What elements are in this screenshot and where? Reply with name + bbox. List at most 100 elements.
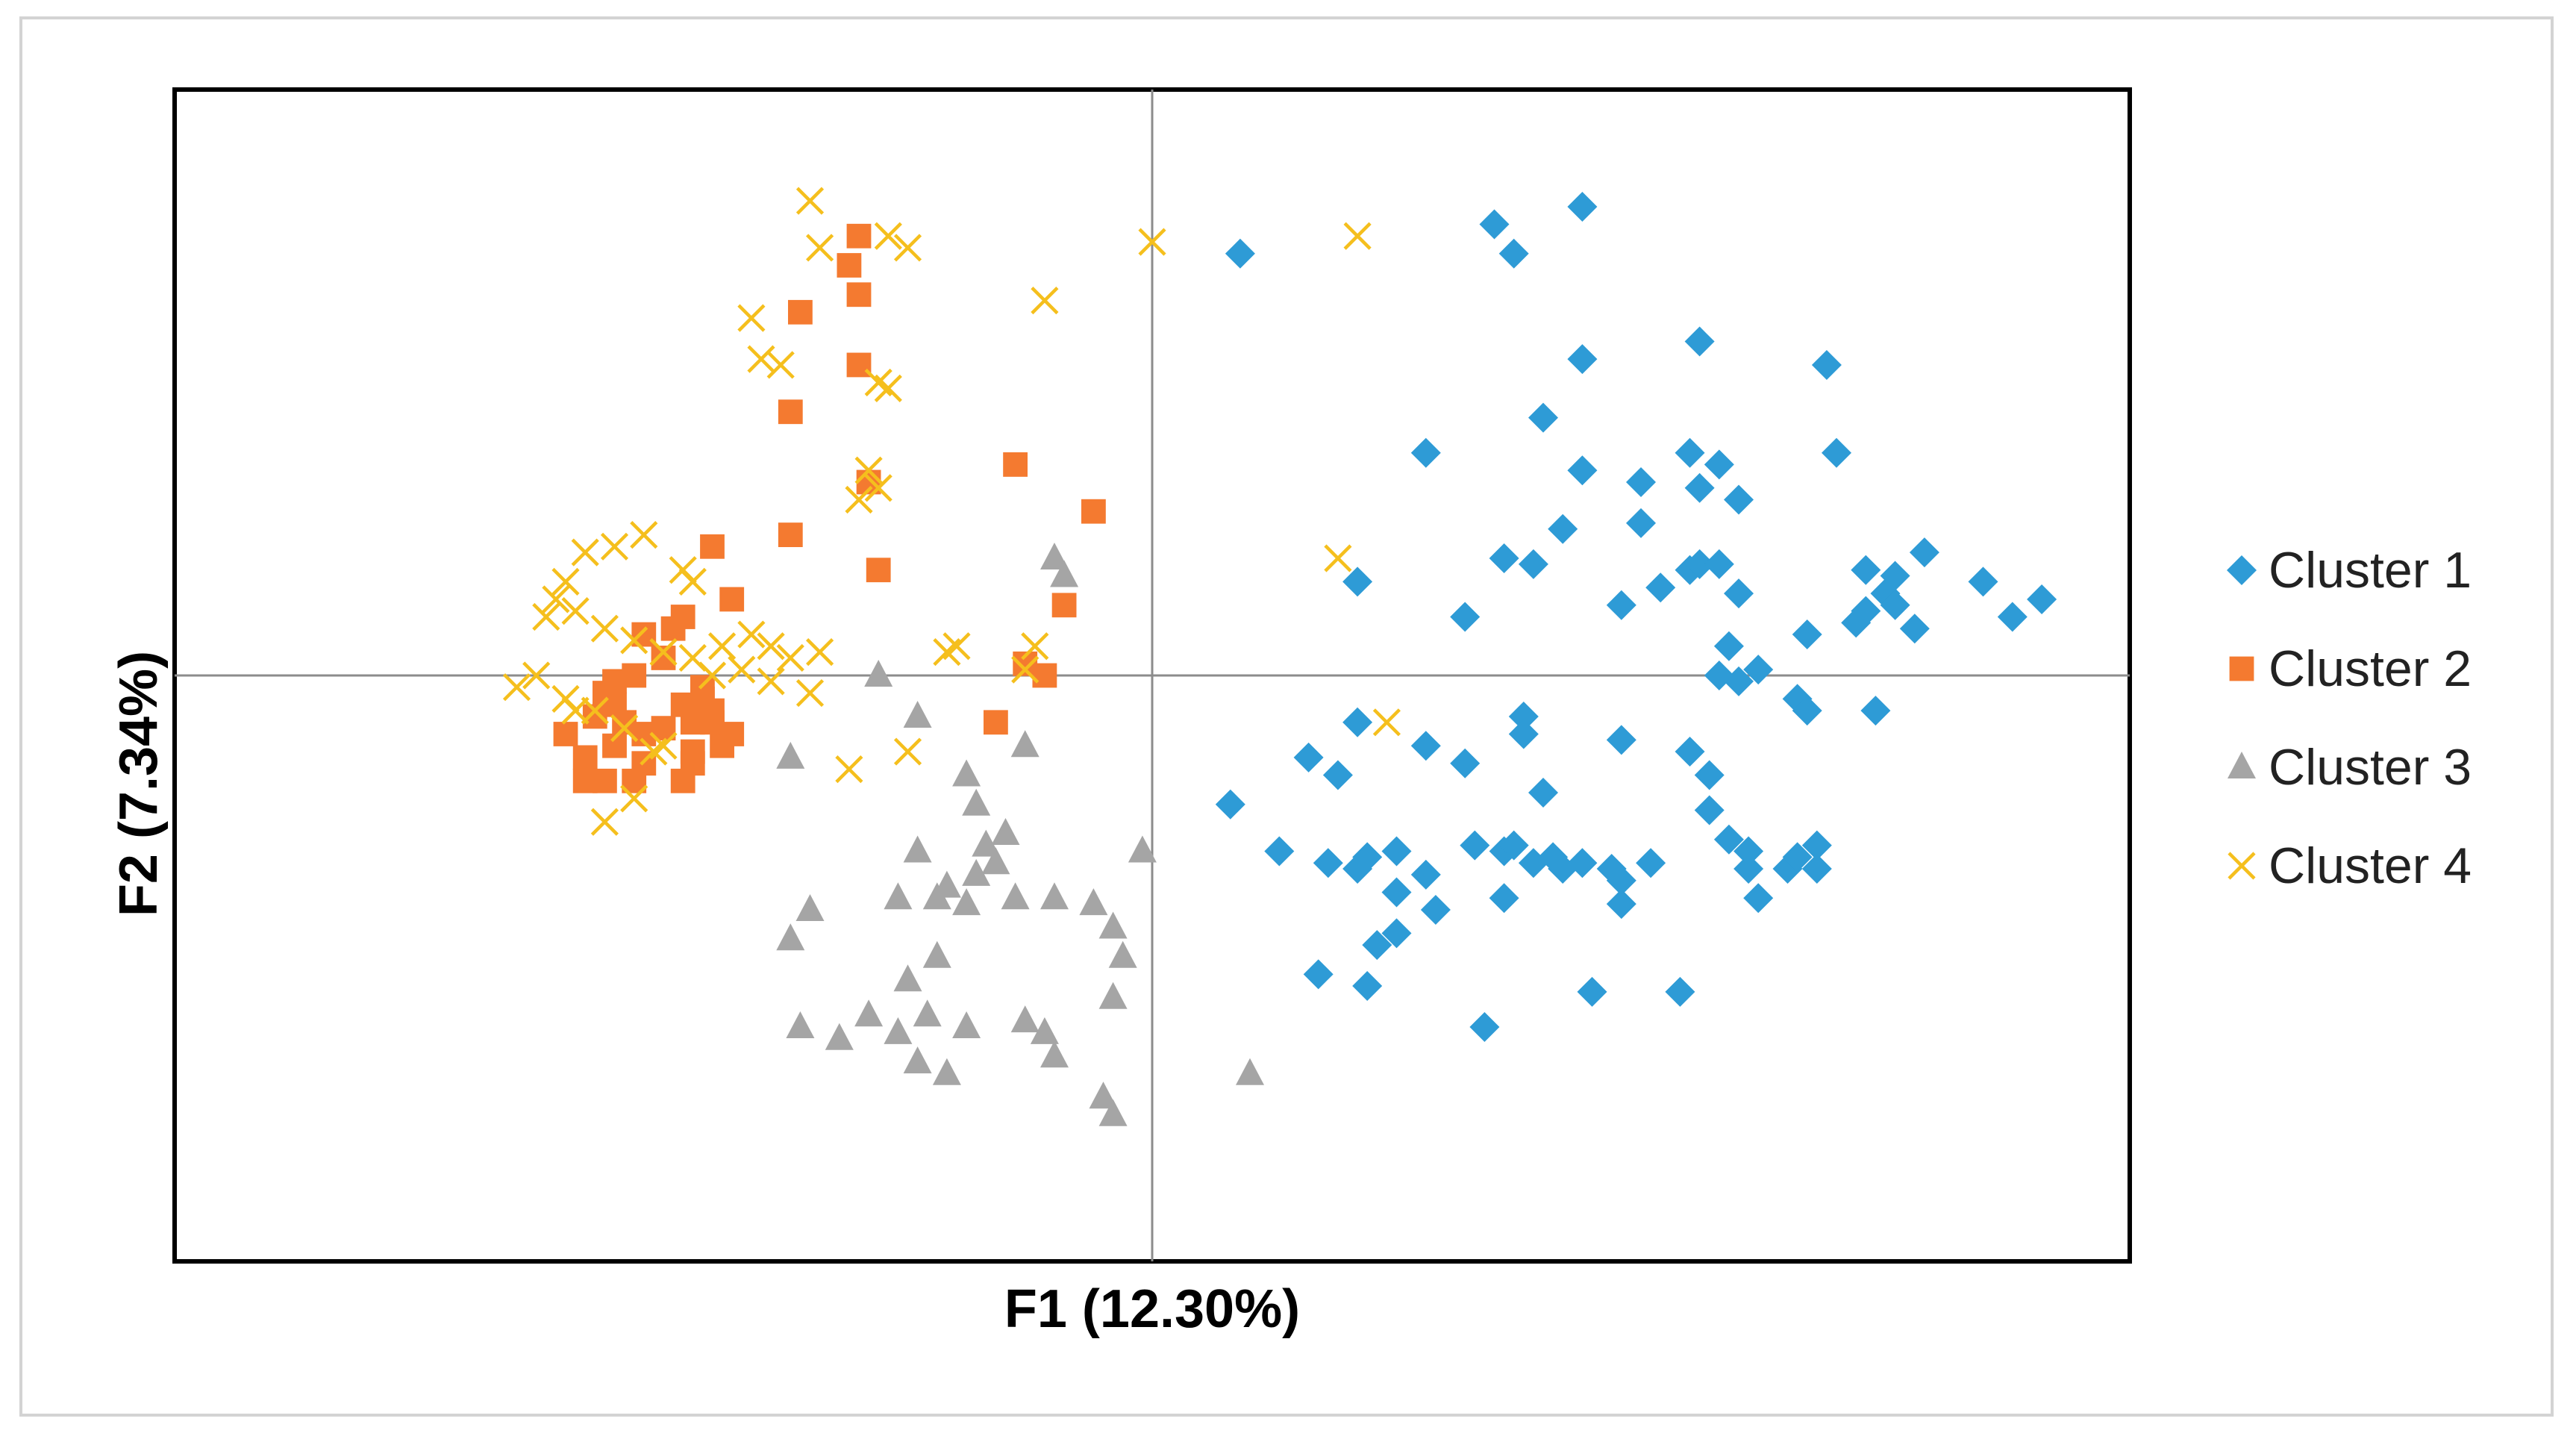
cluster-3-point-33 [1108, 940, 1137, 968]
cluster-2-point-8 [1003, 452, 1028, 477]
cluster-1-point-77 [1734, 836, 1764, 867]
cluster-1-point-87 [1606, 889, 1636, 920]
cluster-1-point-80 [1782, 842, 1813, 873]
cluster-4-point-15 [845, 485, 873, 514]
cluster-3-point-10 [972, 829, 1001, 857]
cluster-3-point-12 [981, 847, 1010, 875]
cluster-1-point-2 [1479, 209, 1510, 240]
cluster-1-point-13 [1675, 437, 1705, 468]
cluster-4-point-6 [1138, 228, 1166, 256]
cluster-1-point-27 [1645, 572, 1676, 603]
cluster-4-point-38 [502, 673, 531, 702]
cluster-4-point-1 [795, 187, 825, 215]
cluster-4-point-41 [610, 714, 639, 743]
cluster-4-point-35 [933, 638, 961, 667]
cluster-4-point-52 [1011, 655, 1040, 684]
legend-marker-cluster-2 [2229, 656, 2254, 681]
cluster-1-point-91 [1303, 959, 1334, 990]
cluster-1-point-7 [1811, 349, 1842, 380]
cluster-1-point-9 [1410, 437, 1441, 468]
cluster-1-point-42 [1743, 655, 1774, 685]
cluster-4-point-54 [1372, 708, 1401, 737]
cluster-3-point-32 [1010, 1005, 1040, 1033]
cluster-1-point-48 [1342, 707, 1373, 737]
cluster-3-point-37 [825, 1023, 854, 1050]
cluster-2-point-12 [866, 558, 891, 583]
cluster-1-point-89 [1362, 930, 1392, 961]
cluster-3-point-6 [776, 741, 805, 769]
cluster-2-point-10 [778, 522, 803, 547]
cluster-3-point-42 [932, 1058, 961, 1085]
cluster-2-point-36 [670, 768, 695, 793]
cluster-1-point-41 [1713, 631, 1744, 661]
cluster-2-point-40 [553, 722, 578, 746]
cluster-2-point-9 [1081, 499, 1106, 524]
cluster-3-point-21 [1128, 835, 1157, 863]
cluster-3-point-35 [1030, 1017, 1059, 1044]
cluster-3-point-19 [1079, 888, 1108, 916]
cluster-4-point-22 [542, 585, 570, 614]
cluster-4-point-40 [581, 696, 609, 725]
cluster-1-point-85 [1420, 895, 1451, 925]
cluster-2-point-6 [778, 399, 803, 425]
cluster-1-point-34 [1968, 566, 1998, 597]
cluster-3-point-25 [922, 940, 951, 968]
legend-marker-cluster-1 [2227, 555, 2257, 585]
cluster-2-point-34 [690, 687, 715, 711]
cluster-4-point-49 [590, 808, 619, 836]
cluster-3-point-27 [854, 999, 884, 1027]
cluster-3-point-3 [864, 660, 893, 687]
cluster-4-point-16 [571, 538, 599, 566]
cluster-1-point-44 [1724, 666, 1754, 696]
cluster-1-point-15 [1822, 437, 1851, 468]
cluster-4-point-3 [874, 222, 902, 250]
cluster-1-point-40 [1792, 619, 1822, 650]
cluster-2-point-42 [612, 710, 637, 735]
cluster-1-point-14 [1704, 449, 1734, 480]
cluster-1-point-82 [1801, 830, 1832, 861]
cluster-2-point-2 [837, 253, 862, 278]
x-axis-title: F1 (12.30%) [1004, 1279, 1300, 1339]
cluster-1-point-28 [1724, 578, 1754, 609]
cluster-1-point-90 [1381, 918, 1412, 949]
legend-marker-x [2228, 852, 2256, 880]
cluster-1-point-53 [1450, 748, 1481, 778]
cluster-4-point-5 [1031, 287, 1059, 315]
cluster-2-point-4 [788, 299, 813, 325]
cluster-1-point-21 [1704, 549, 1734, 579]
cluster-1-point-55 [1675, 737, 1705, 767]
legend-label-cluster-3: Cluster 3 [2269, 739, 2472, 796]
cluster-3-point-36 [1040, 1040, 1069, 1068]
legend-label-cluster-2: Cluster 2 [2269, 640, 2472, 697]
cluster-4-point-48 [893, 737, 922, 766]
cluster-1-point-93 [1469, 1012, 1500, 1042]
chart-frame [19, 16, 2554, 1417]
cluster-4-point-9 [747, 345, 775, 373]
y-axis-title: F2 (7.34%) [109, 651, 169, 917]
cluster-1-point-49 [1508, 701, 1539, 731]
cluster-1-point-12 [1684, 472, 1715, 503]
cluster-1-point-65 [1410, 859, 1441, 890]
cluster-1-point-17 [1626, 508, 1656, 538]
cluster-4-point-43 [698, 661, 727, 690]
cluster-4-point-33 [806, 638, 834, 667]
cluster-1-point-76 [1713, 824, 1744, 855]
legend-marker-cluster-3 [2228, 752, 2256, 778]
cluster-1-point-50 [1508, 719, 1539, 749]
cluster-1-point-25 [1450, 602, 1481, 632]
cluster-4-point-24 [532, 602, 560, 631]
cluster-2-point-3 [846, 282, 872, 308]
cluster-1-point-88 [1743, 883, 1774, 914]
cluster-1-point-22 [1489, 543, 1519, 573]
cluster-1-point-6 [1684, 326, 1715, 357]
cluster-1-point-68 [1498, 830, 1529, 861]
cluster-3-point-5 [1010, 730, 1040, 758]
cluster-4-point-46 [795, 678, 825, 708]
cluster-3-point-34 [1098, 981, 1128, 1009]
cluster-3-point-26 [893, 964, 922, 992]
cluster-1-point-75 [1636, 848, 1666, 878]
cluster-4-point-51 [649, 731, 678, 760]
cluster-2-point-43 [582, 704, 607, 729]
cluster-4-point-27 [649, 638, 678, 667]
cluster-2-point-13 [719, 587, 745, 612]
